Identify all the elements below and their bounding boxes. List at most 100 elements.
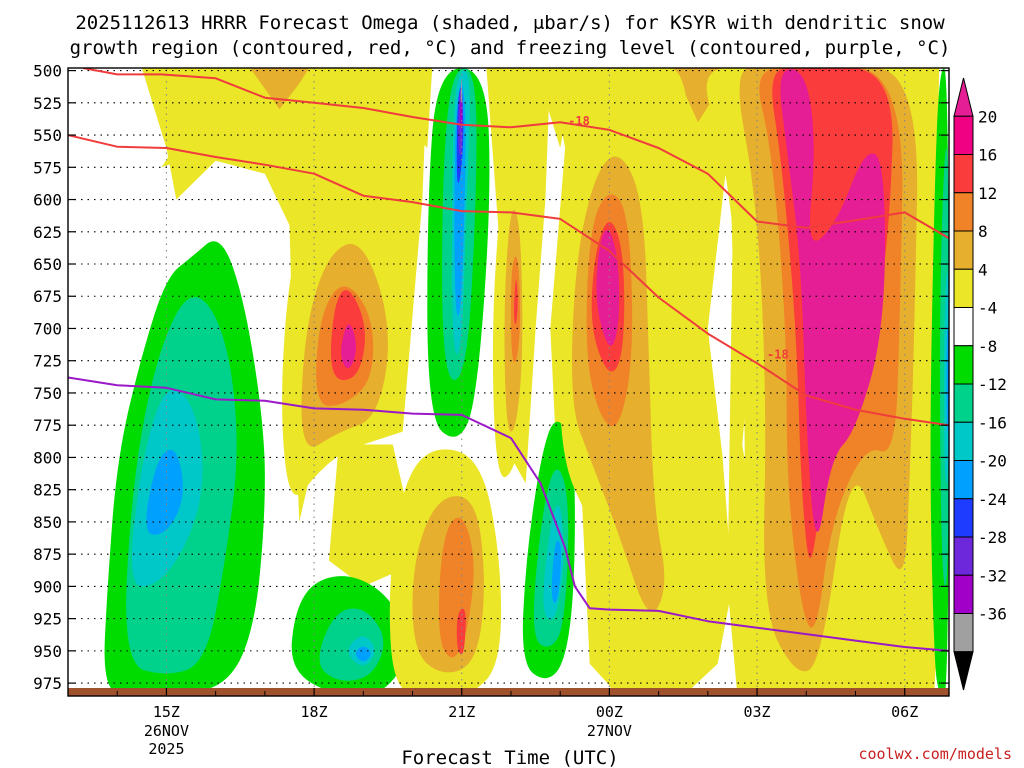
colorbar-swatch: [953, 192, 974, 232]
y-tick-label: 525: [33, 94, 62, 113]
colorbar-label: -4: [978, 299, 997, 318]
y-tick-label: 625: [33, 223, 62, 242]
omega-shade-broad-2: [387, 68, 433, 148]
x-tick-label: 21Z: [448, 703, 475, 721]
colorbar-swatch: [953, 268, 974, 308]
omega-region-surface-descent-18z: [291, 576, 407, 696]
plot-area: -18 -18: [68, 68, 949, 696]
x-tick-label: 03Z: [744, 703, 771, 721]
colorbar-label: -12: [978, 375, 1007, 394]
y-tick-label: 575: [33, 158, 62, 177]
x-tick-label: 15Z: [153, 703, 180, 721]
colorbar-swatch: [953, 307, 974, 347]
y-axis: 500 525 550 575 600 625 650 675 700 725 750 775 800 8…: [33, 62, 949, 693]
omega-region-descent-column-21z: [427, 68, 490, 437]
colorbar-label: -36: [978, 605, 1007, 624]
colorbar-label: 20: [978, 107, 997, 126]
colorbar-swatch: [953, 77, 974, 117]
colorbar-label: -24: [978, 490, 1007, 509]
x-tick-year: 2025: [148, 740, 184, 758]
omega-level-16: [514, 279, 518, 325]
plot-frame: [67, 67, 950, 697]
series-line-2: [68, 376, 949, 652]
omega-shade-base-4: [328, 444, 408, 587]
y-tick-label: 850: [33, 513, 62, 532]
y-tick-label: 700: [33, 319, 62, 338]
y-tick-label: 775: [33, 416, 62, 435]
omega-level-20: [596, 230, 620, 346]
omega-shade-broad-1: [250, 68, 310, 110]
ground-strip: [68, 688, 949, 696]
y-tick-label: 950: [33, 642, 62, 661]
colorbar-label: 16: [978, 146, 997, 165]
colorbar-label: 12: [978, 184, 997, 203]
omega-region-west-descent: [104, 241, 265, 696]
x-axis-label: Forecast Time (UTC): [401, 747, 618, 768]
x-tick-label: 18Z: [301, 703, 328, 721]
x-tick-label: 00Z: [596, 703, 623, 721]
series-label: -18: [767, 347, 789, 361]
omega-region-ascent-22z: [492, 70, 531, 478]
omega-region-descent-23z: [522, 421, 575, 679]
y-tick-label: 725: [33, 352, 62, 371]
contour-lines: -18 -18: [68, 68, 949, 652]
x-tick-label: 06Z: [891, 703, 918, 721]
omega-shade-broad-0: [156, 68, 344, 168]
colorbar-swatch: [953, 154, 974, 194]
omega-level--16: [146, 449, 183, 535]
colorbar-label: -20: [978, 452, 1007, 471]
colorbar-swatch: [953, 536, 974, 576]
x-tick-date: 26NOV: [144, 722, 189, 740]
colorbar-label: -8: [978, 337, 997, 356]
omega-level-16: [456, 608, 466, 655]
y-tick-label: 675: [33, 287, 62, 306]
omega-region-ascent-21z-lower: [389, 449, 502, 696]
omega-region-ascent-00z: [560, 68, 689, 663]
colorbar-swatch: [953, 651, 974, 691]
grid: [68, 68, 949, 696]
y-tick-label: 500: [33, 62, 62, 81]
omega-region-ascent-03z-06z: [706, 68, 941, 694]
colorbar-swatch: [953, 498, 974, 538]
x-tick-date: 27NOV: [587, 722, 632, 740]
colorbar-swatch: [953, 383, 974, 423]
omega-region-descent-edge-07z: [930, 68, 949, 696]
chart-title-line2: growth region (contoured, red, °C) and f…: [70, 37, 951, 59]
y-tick-label: 875: [33, 545, 62, 564]
omega-level-20: [341, 324, 356, 369]
colorbar-label: -28: [978, 528, 1007, 547]
colorbar-swatch: [953, 574, 974, 614]
y-tick-label: 750: [33, 384, 62, 403]
colorbar-swatch: [953, 460, 974, 500]
colorbar: 20 16 12 8 4 -4 -8 -12 -16 -20 -24 -28 -32 -36: [953, 77, 1007, 691]
omega-level-20: [780, 69, 885, 532]
colorbar-swatch: [953, 230, 974, 270]
y-tick-label: 650: [33, 255, 62, 274]
y-tick-label: 600: [33, 191, 62, 210]
series-line-0: [82, 68, 949, 240]
omega-shade-broad-3: [535, 68, 575, 148]
colorbar-swatch: [953, 613, 974, 653]
colorbar-label: -32: [978, 566, 1007, 585]
colorbar-label: 8: [978, 222, 988, 241]
series-line-1: [68, 134, 949, 427]
y-tick-label: 900: [33, 577, 62, 596]
colorbar-label: -16: [978, 413, 1007, 432]
credit-text: coolwx.com/models: [858, 745, 1012, 763]
omega-level--32: [460, 78, 463, 103]
y-tick-label: 550: [33, 126, 62, 145]
omega-region-ascent-18z: [282, 180, 400, 495]
omega-level--16: [355, 646, 371, 662]
omega-level--16: [551, 540, 562, 603]
colorbar-label: 4: [978, 260, 988, 279]
y-tick-label: 825: [33, 481, 62, 500]
y-tick-label: 975: [33, 674, 62, 693]
y-tick-label: 800: [33, 448, 62, 467]
colorbar-swatch: [953, 345, 974, 385]
y-tick-label: 925: [33, 610, 62, 629]
colorbar-swatch: [953, 421, 974, 461]
chart-title-line1: 2025112613 HRRR Forecast Omega (shaded, …: [75, 12, 945, 34]
series-label: -18: [568, 114, 590, 128]
